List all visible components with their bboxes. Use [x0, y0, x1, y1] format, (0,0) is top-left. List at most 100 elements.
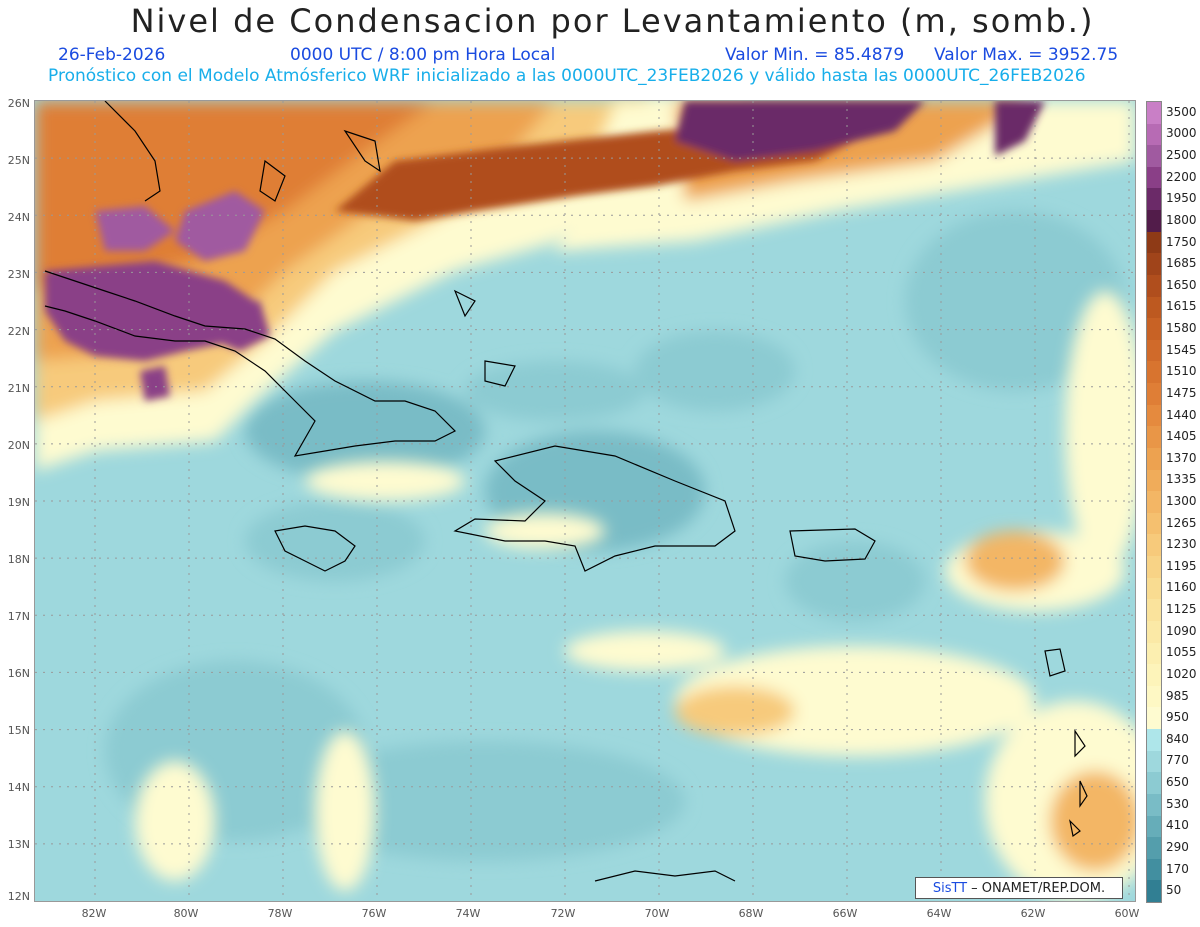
colorbar-label: 530 [1166, 796, 1189, 811]
colorbar-swatch [1147, 664, 1161, 687]
lon-label: 76W [361, 907, 387, 920]
hispaniola-coast [453, 445, 736, 572]
colorbar-swatch [1147, 837, 1161, 860]
colorbar-label: 1580 [1166, 321, 1197, 336]
field-purple-west [45, 191, 270, 401]
colorbar-label: 1335 [1166, 472, 1197, 487]
lat-label: 16N [7, 667, 30, 680]
colorbar-label: 1370 [1166, 450, 1197, 465]
colorbar-swatch [1147, 318, 1161, 341]
colorbar-label: 1195 [1166, 558, 1197, 573]
colorbar-label: 290 [1166, 839, 1189, 854]
colorbar-swatch [1147, 274, 1161, 298]
bahamas-4 [484, 360, 516, 387]
colorbar-label: 1300 [1166, 494, 1197, 508]
lon-label: 68W [738, 907, 764, 920]
min-value: Valor Min. = 85.4879 [725, 45, 905, 65]
colorbar-swatch [1147, 296, 1161, 319]
colorbar-label: 1615 [1166, 299, 1197, 314]
colorbar-swatch [1147, 620, 1161, 644]
colorbar-swatch [1147, 793, 1161, 816]
credit-box: SisTT – ONAMET/REP.DOM. [915, 877, 1123, 899]
lon-label: 80W [173, 907, 199, 920]
lat-label: 13N [7, 838, 30, 851]
colorbar-swatch [1147, 707, 1161, 730]
colorbar-label: 170 [1166, 861, 1189, 876]
coastlines [44, 101, 1088, 882]
lesser-antilles-4 [1069, 819, 1081, 838]
colorbar-label: 1405 [1166, 429, 1197, 444]
colorbar-swatch [1147, 426, 1161, 449]
colorbar-swatch [1147, 534, 1161, 557]
colorbar-label: 1950 [1166, 191, 1197, 206]
colorbar-swatch [1147, 210, 1161, 233]
colorbar-swatch [1147, 772, 1161, 795]
lon-label: 66W [832, 907, 858, 920]
colorbar-label: 1090 [1166, 623, 1197, 638]
colorbar-label: 1750 [1166, 234, 1197, 249]
lesser-antilles-1 [1044, 648, 1066, 677]
colorbar-label: 1545 [1166, 342, 1197, 357]
map-title: Nivel de Condensacion por Levantamiento … [130, 2, 1095, 40]
field-yellow-southeast [135, 291, 1135, 901]
colorbar-swatch [1147, 447, 1161, 471]
credit-text: – ONAMET/REP.DOM. [971, 880, 1106, 896]
lat-label: 17N [7, 610, 30, 623]
colorbar-swatch [1147, 339, 1161, 362]
bahamas-1 [343, 129, 381, 173]
bahamas-2 [259, 159, 286, 202]
lat-lon-grid [35, 101, 1135, 901]
florida-coast [104, 101, 161, 202]
lat-label: 24N [7, 211, 30, 224]
colorbar-swatch [1147, 145, 1161, 168]
bahamas-3 [453, 289, 476, 318]
colorbar-swatch [1147, 491, 1161, 514]
colorbar-swatch [1147, 599, 1161, 622]
colorbar-label: 1160 [1166, 580, 1197, 595]
colorbar-label: 950 [1166, 710, 1189, 725]
colorbar-swatch [1147, 729, 1161, 752]
lesser-antilles-2 [1074, 729, 1086, 758]
field-brown-band [335, 101, 1045, 221]
forecast-date: 26-Feb-2026 [58, 45, 166, 65]
lat-label: 19N [7, 496, 30, 509]
lat-label: 20N [7, 439, 30, 452]
colorbar-swatch [1147, 102, 1161, 125]
map-panel[interactable] [34, 100, 1136, 902]
colorbar-label: 1055 [1166, 645, 1197, 660]
lat-label: 18N [7, 553, 30, 566]
colorbar-swatch [1147, 231, 1161, 254]
colorbar-swatch [1147, 361, 1161, 384]
lat-label: 26N [7, 97, 30, 110]
lon-label: 60W [1114, 907, 1140, 920]
colorbar-label: 650 [1166, 775, 1189, 790]
lat-label: 25N [7, 154, 30, 167]
colorbar-label: 1650 [1166, 277, 1197, 292]
venezuela-coast [594, 870, 736, 882]
colorbar-label: 1475 [1166, 385, 1197, 400]
colorbar-swatch [1147, 815, 1161, 838]
lesser-antilles-3 [1079, 780, 1088, 808]
colorbar-label: 50 [1166, 883, 1182, 898]
lon-label: 74W [455, 907, 481, 920]
colorbar-swatch [1147, 188, 1161, 211]
cuba-coast [44, 270, 457, 457]
colorbar-label: 1020 [1166, 666, 1197, 681]
colorbar-swatch [1147, 577, 1161, 600]
colorbar-label: 1265 [1166, 515, 1197, 530]
lat-label: 21N [7, 382, 30, 395]
colorbar-swatch [1147, 166, 1161, 189]
colorbar-swatch [1147, 750, 1161, 773]
colorbar-label: 1800 [1166, 212, 1197, 227]
forecast-time: 0000 UTC / 8:00 pm Hora Local [290, 45, 556, 65]
colorbar-swatch [1147, 383, 1161, 406]
lon-label: 72W [550, 907, 576, 920]
colorbar [1146, 101, 1162, 903]
max-value: Valor Max. = 3952.75 [934, 45, 1119, 65]
lon-label: 78W [267, 907, 293, 920]
lcl-map [35, 101, 1135, 901]
lat-label: 12N [7, 890, 30, 903]
colorbar-swatch [1147, 858, 1161, 881]
credit-brand: SisTT [932, 880, 968, 896]
colorbar-label: 985 [1166, 688, 1189, 703]
